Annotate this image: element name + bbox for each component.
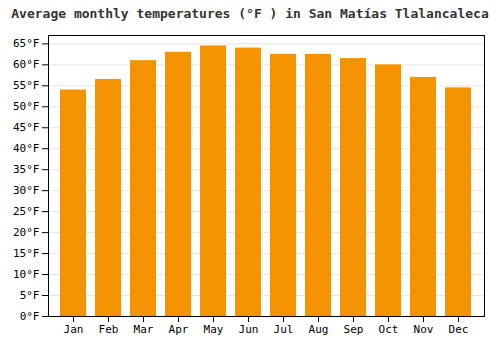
html-text:Average monthly temperatures (: Average monthly temperatures (°F ) in Sa… [11, 6, 489, 21]
svg-text:Nov: Nov [414, 323, 434, 336]
svg-text:0°F: 0°F [20, 310, 40, 323]
svg-text:Jan: Jan [64, 323, 84, 336]
svg-text:Mar: Mar [134, 323, 154, 336]
svg-text:Sep: Sep [344, 323, 364, 336]
svg-text:65°F: 65°F [13, 37, 40, 50]
svg-text:30°F: 30°F [13, 184, 40, 197]
svg-text:35°F: 35°F [13, 163, 40, 176]
svg-text:5°F: 5°F [20, 289, 40, 302]
svg-text:Jul: Jul [274, 323, 294, 336]
svg-text:50°F: 50°F [13, 100, 40, 113]
svg-text:Jun: Jun [239, 323, 259, 336]
svg-text:May: May [204, 323, 224, 336]
svg-text:55°F: 55°F [13, 79, 40, 92]
svg-text:25°F: 25°F [13, 205, 40, 218]
svg-text:10°F: 10°F [13, 268, 40, 281]
svg-text:Oct: Oct [379, 323, 399, 336]
svg-text:45°F: 45°F [13, 121, 40, 134]
svg-text:Feb: Feb [99, 323, 119, 336]
svg-text:20°F: 20°F [13, 226, 40, 239]
svg-text:15°F: 15°F [13, 247, 40, 260]
svg-text:Aug: Aug [309, 323, 329, 336]
svg-text:Dec: Dec [449, 323, 469, 336]
svg-text:Apr: Apr [169, 323, 189, 336]
svg-text:40°F: 40°F [13, 142, 40, 155]
svg-text:60°F: 60°F [13, 58, 40, 71]
